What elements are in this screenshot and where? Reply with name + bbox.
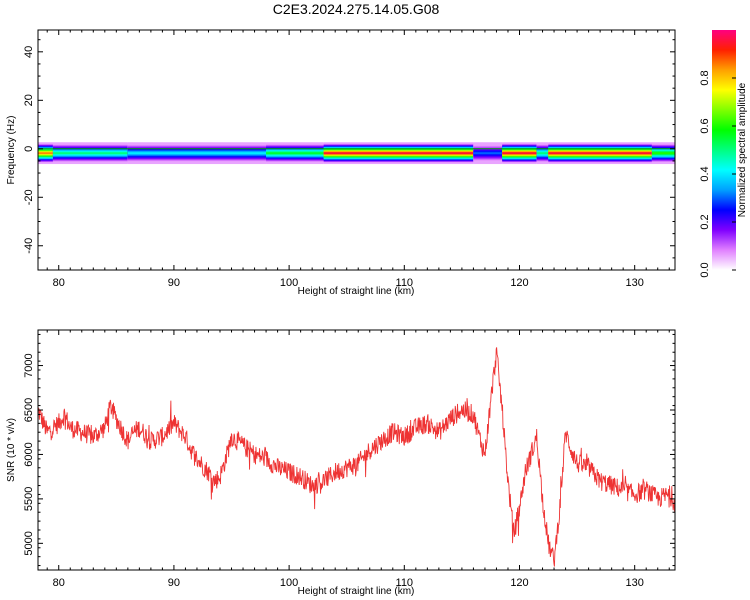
heatmap-cell <box>651 152 675 155</box>
y-tick-label: -20 <box>23 189 35 205</box>
snr-panel: 80 90 100 110 120 130 5000 5500 6000 6500 7000 Heig… <box>6 329 676 597</box>
heatmap-cell <box>266 152 324 155</box>
x-tick-label: 100 <box>280 277 298 289</box>
x-tick-label: 130 <box>626 277 644 289</box>
y-tick-label: 5500 <box>23 487 35 511</box>
y-tick-label: 40 <box>23 46 35 58</box>
y-tick-label: 20 <box>23 94 35 106</box>
x-tick-label: 80 <box>53 577 65 589</box>
colorbar-tick-label: 0.0 <box>699 262 711 277</box>
x-axis-label: Height of straight line (km) <box>298 286 415 297</box>
colorbar: 0.0 0.2 0.4 0.6 0.8 Normalized spectral ampli… <box>699 30 748 278</box>
y-tick-label: 5000 <box>23 531 35 555</box>
x-tick-label: 90 <box>168 277 180 289</box>
colorbar-tick-label: 0.2 <box>699 214 711 229</box>
heatmap-cell <box>323 152 474 155</box>
x-tick-label: 110 <box>396 577 414 589</box>
y-tick-label: 6500 <box>23 398 35 422</box>
colorbar-tick-label: 0.4 <box>699 166 711 181</box>
x-tick-label: 120 <box>510 277 528 289</box>
colorbar-label: Normalized spectral amplitude <box>737 82 748 217</box>
colorbar-tick-label: 0.6 <box>699 118 711 133</box>
x-axis-label: Height of straight line (km) <box>298 586 415 597</box>
snr-line <box>38 347 675 567</box>
chart-title: C2E3.2024.275.14.05.G08 <box>273 1 440 17</box>
colorbar-tick-label: 0.8 <box>699 70 711 85</box>
y-axis-label: SNR (10 * v/v) <box>6 418 17 482</box>
x-tick-label: 120 <box>510 577 528 589</box>
y-tick-label: 0 <box>23 146 35 152</box>
heatmap-cell <box>52 152 128 155</box>
heatmap-cell <box>38 152 53 155</box>
x-tick-label: 80 <box>53 277 65 289</box>
spectrogram-panel: 80 90 100 110 120 130 40 20 0 -20 -40 Height of str… <box>6 29 676 297</box>
x-tick-label: 100 <box>280 577 298 589</box>
y-tick-label: -40 <box>23 238 35 254</box>
colorbar-gradient <box>712 30 736 270</box>
heatmap-cell <box>502 152 537 155</box>
heatmap-cell <box>473 152 503 155</box>
snr-series-group <box>38 347 675 567</box>
heatmap-cell <box>127 152 267 155</box>
y-tick-label: 7000 <box>23 353 35 377</box>
heatmap-cell <box>536 152 549 155</box>
spectrogram-frame <box>37 29 676 271</box>
y-axis-label: Frequency (Hz) <box>6 116 17 185</box>
y-tick-label: 6000 <box>23 442 35 466</box>
x-tick-label: 130 <box>626 577 644 589</box>
x-tick-label: 90 <box>168 577 180 589</box>
snr-background <box>38 330 675 570</box>
x-tick-label: 110 <box>396 277 414 289</box>
heatmap-cell <box>548 152 652 155</box>
spectrogram-heatmap <box>38 142 675 165</box>
